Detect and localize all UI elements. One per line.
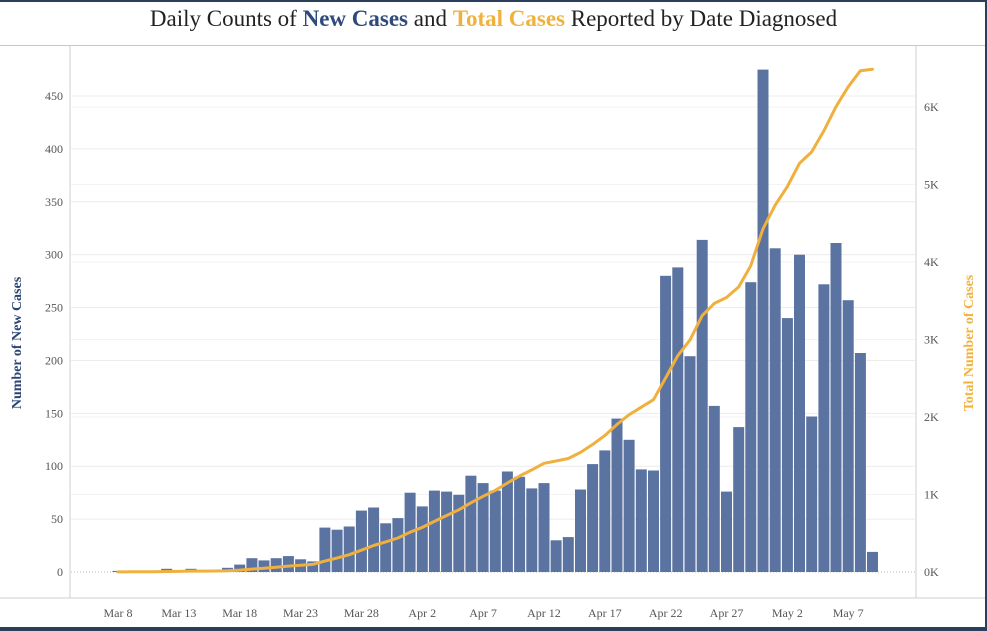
x-tick-label: Apr 22	[649, 606, 683, 620]
bar-apr-29[interactable]	[745, 282, 757, 572]
bar-apr-15[interactable]	[575, 489, 586, 573]
bar-apr-13[interactable]	[550, 540, 562, 572]
right-tick-label: 6K	[924, 100, 939, 114]
x-tick-label: Apr 2	[408, 606, 436, 620]
bar-apr-30[interactable]	[757, 69, 769, 572]
title-middle: and	[408, 6, 453, 31]
x-tick-label: May 2	[772, 606, 803, 620]
bar-apr-4[interactable]	[441, 491, 453, 572]
bar-apr-5[interactable]	[453, 494, 465, 572]
bar-apr-17[interactable]	[599, 450, 611, 572]
left-axis-ticks: 0 50 100 150 200 250 300 350 400 450	[45, 89, 63, 579]
x-tick-label: Mar 13	[161, 606, 196, 620]
left-tick-label: 350	[45, 195, 63, 209]
title-separator	[0, 45, 985, 46]
right-tick-label: 2K	[924, 410, 939, 424]
bar-mar-25[interactable]	[319, 527, 331, 572]
bar-may-5[interactable]	[818, 284, 830, 572]
x-tick-label: Mar 23	[283, 606, 318, 620]
x-axis-ticks: Mar 8 Mar 13 Mar 18 Mar 23 Mar 28 Apr 2 Apr 7 A…	[104, 606, 864, 620]
bar-apr-2[interactable]	[416, 506, 428, 572]
bar-may-1[interactable]	[769, 248, 781, 573]
right-tick-label: 4K	[924, 255, 939, 269]
title-suffix: Reported by Date Diagnosed	[564, 6, 838, 31]
bar-mar-24[interactable]	[307, 561, 319, 572]
bar-apr-28[interactable]	[733, 427, 745, 572]
left-tick-label: 0	[57, 565, 63, 579]
left-tick-label: 50	[51, 512, 63, 526]
bar-apr-16[interactable]	[587, 464, 599, 572]
bar-mar-19[interactable]	[246, 558, 258, 572]
x-tick-label: Mar 28	[344, 606, 379, 620]
left-tick-label: 200	[45, 353, 63, 367]
left-tick-label: 450	[45, 89, 63, 103]
right-tick-label: 0K	[924, 565, 939, 579]
bar-apr-10[interactable]	[514, 476, 526, 572]
x-tick-label: Apr 17	[588, 606, 622, 620]
bar-mar-22[interactable]	[282, 556, 294, 572]
bar-may-6[interactable]	[830, 243, 842, 572]
title-total-cases: Total Cases	[452, 6, 565, 31]
right-tick-label: 3K	[924, 333, 939, 347]
total-cases-line-group	[116, 67, 874, 574]
bar-mar-21[interactable]	[270, 558, 282, 572]
bar-apr-25[interactable]	[696, 239, 708, 572]
title-prefix: Daily Counts of	[149, 6, 303, 31]
right-tick-label: 5K	[924, 178, 939, 192]
left-tick-label: 100	[45, 459, 63, 473]
bar-apr-14[interactable]	[562, 537, 574, 572]
bar-may-9[interactable]	[867, 551, 878, 572]
x-tick-label: May 7	[833, 606, 864, 620]
bar-apr-22[interactable]	[660, 275, 672, 572]
bar-mar-30[interactable]	[380, 523, 392, 572]
bar-may-8[interactable]	[854, 353, 866, 572]
bar-mar-18[interactable]	[234, 564, 246, 572]
bar-may-3[interactable]	[794, 254, 805, 572]
bar-mar-31[interactable]	[392, 518, 404, 572]
bar-mar-28[interactable]	[355, 510, 367, 572]
bar-apr-11[interactable]	[526, 488, 538, 572]
bar-mar-27[interactable]	[343, 526, 355, 573]
right-axis-ticks: 0K 1K 2K 3K 4K 5K 6K	[924, 100, 939, 579]
new-cases-bars	[112, 69, 878, 573]
bar-may-4[interactable]	[806, 416, 818, 573]
right-axis-title: Total Number of Cases	[962, 274, 977, 411]
total-cases-line[interactable]	[116, 67, 874, 574]
left-tick-label: 250	[45, 301, 63, 315]
bar-apr-21[interactable]	[648, 470, 659, 573]
left-tick-label: 150	[45, 406, 63, 420]
bar-apr-20[interactable]	[635, 469, 647, 572]
bar-mar-29[interactable]	[368, 507, 380, 573]
right-tick-label: 1K	[924, 488, 939, 502]
x-tick-label: Apr 27	[710, 606, 744, 620]
bar-mar-26[interactable]	[331, 529, 343, 572]
bar-may-2[interactable]	[781, 318, 793, 572]
bar-apr-23[interactable]	[672, 267, 684, 572]
bar-apr-26[interactable]	[708, 405, 720, 572]
left-tick-label: 300	[45, 248, 63, 262]
x-tick-label: Apr 7	[469, 606, 497, 620]
bar-may-7[interactable]	[842, 300, 854, 572]
x-tick-label: Mar 18	[222, 606, 257, 620]
bar-apr-7[interactable]	[477, 483, 489, 572]
bar-apr-9[interactable]	[501, 471, 513, 573]
bar-mar-20[interactable]	[258, 560, 270, 572]
bar-apr-6[interactable]	[465, 475, 477, 572]
bar-apr-24[interactable]	[684, 356, 696, 572]
left-tick-label: 400	[45, 142, 63, 156]
title-new-cases: New Cases	[302, 6, 409, 31]
x-tick-label: Mar 8	[104, 606, 133, 620]
left-axis-title: Number of New Cases	[10, 276, 25, 409]
bar-apr-8[interactable]	[489, 490, 501, 572]
x-tick-label: Apr 12	[527, 606, 561, 620]
bar-apr-27[interactable]	[721, 491, 732, 572]
bar-apr-18[interactable]	[611, 418, 623, 572]
bar-apr-3[interactable]	[428, 490, 440, 572]
bar-apr-19[interactable]	[623, 439, 635, 572]
chart-title: Daily Counts of New Cases and Total Case…	[0, 6, 987, 32]
bar-apr-12[interactable]	[538, 483, 550, 572]
